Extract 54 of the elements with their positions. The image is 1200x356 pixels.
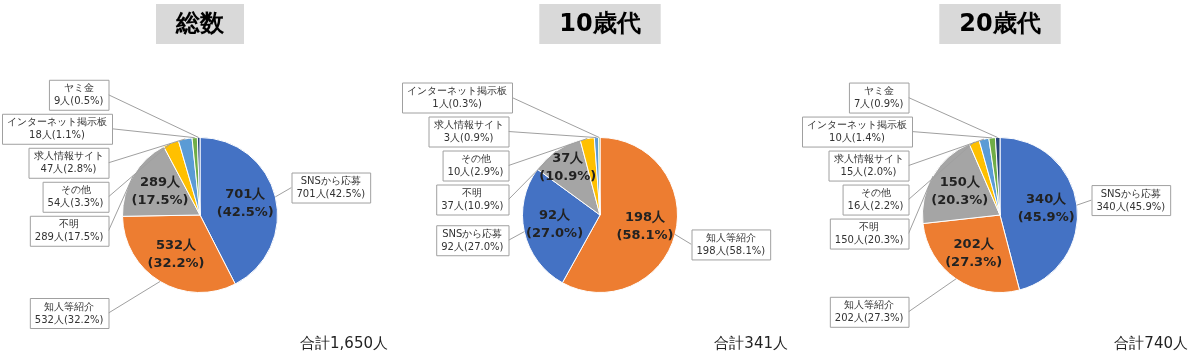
text: 532人(32.2%) <box>147 237 205 271</box>
data-label: 532人(32.2%) <box>34 313 104 325</box>
data-label: 7人(0.9%) <box>853 98 904 110</box>
text: 198人(58.1%) <box>616 209 674 243</box>
data-label: 3人(0.9%) <box>443 132 494 144</box>
data-label: 10人(2.9%) <box>447 166 504 178</box>
slice-label: ヤミ金 <box>63 82 94 94</box>
slice-label: 知人等紹介 <box>844 299 895 311</box>
slice-label: インターネット掲示板 <box>7 116 107 128</box>
chart-title: 総数 <box>175 9 225 38</box>
slice-label: 知人等紹介 <box>705 232 756 244</box>
text: 202人(27.3%) <box>945 235 1003 269</box>
data-label: 37人(10.9%) <box>441 200 504 212</box>
data-label: 16人(2.2%) <box>847 200 904 212</box>
slice-label: 求人情報サイト <box>833 153 904 165</box>
data-label: 15人(2.0%) <box>840 166 897 178</box>
slice-label: 求人情報サイト <box>33 150 104 162</box>
data-label: 150人(20.3%) <box>834 234 904 246</box>
slice-label: 求人情報サイト <box>433 119 504 131</box>
text: 合計341人 <box>714 334 788 352</box>
slice-label: 不明 <box>59 218 80 230</box>
slice-label: ヤミ金 <box>863 85 894 97</box>
data-label: 10人(1.4%) <box>829 132 886 144</box>
text: 289人(17.5%) <box>131 173 189 207</box>
slice-label: インターネット掲示板 <box>807 119 907 131</box>
data-label: 9人(0.5%) <box>53 95 104 107</box>
text: 340人(45.9%) <box>1017 191 1075 225</box>
chart-title: 10歳代 <box>559 9 641 38</box>
slice-label: その他 <box>860 187 891 199</box>
chart-title: 20歳代 <box>959 9 1041 38</box>
slice-label: その他 <box>460 153 491 165</box>
data-label: 47人(2.8%) <box>40 163 97 175</box>
text: 92人(27.0%) <box>526 207 584 241</box>
data-label: 92人(27.0%) <box>441 240 504 252</box>
data-label: 198人(58.1%) <box>696 245 766 257</box>
slice-label: SNSから応募 <box>300 175 361 187</box>
data-label: 202人(27.3%) <box>834 312 904 324</box>
slice-label: インターネット掲示板 <box>407 85 507 97</box>
slice-label: 不明 <box>859 221 880 233</box>
slice-label: 不明 <box>462 187 483 199</box>
data-label: 701人(42.5%) <box>296 188 366 200</box>
text: 合計1,650人 <box>300 334 388 352</box>
data-label: 340人(45.9%) <box>1096 200 1166 212</box>
data-label: 1人(0.3%) <box>432 98 482 110</box>
text: 701人(42.5%) <box>216 186 274 220</box>
slice-label: SNSから応募 <box>1100 187 1161 199</box>
data-label: 289人(17.5%) <box>34 231 104 243</box>
slice-label: 知人等紹介 <box>44 300 95 312</box>
slice-label: その他 <box>60 184 91 196</box>
text: 合計740人 <box>1114 334 1188 352</box>
data-label: 54人(3.3%) <box>47 197 104 209</box>
text: 150人(20.3%) <box>931 174 989 208</box>
slice-label: SNSから応募 <box>442 227 503 239</box>
data-label: 18人(1.1%) <box>29 129 86 141</box>
